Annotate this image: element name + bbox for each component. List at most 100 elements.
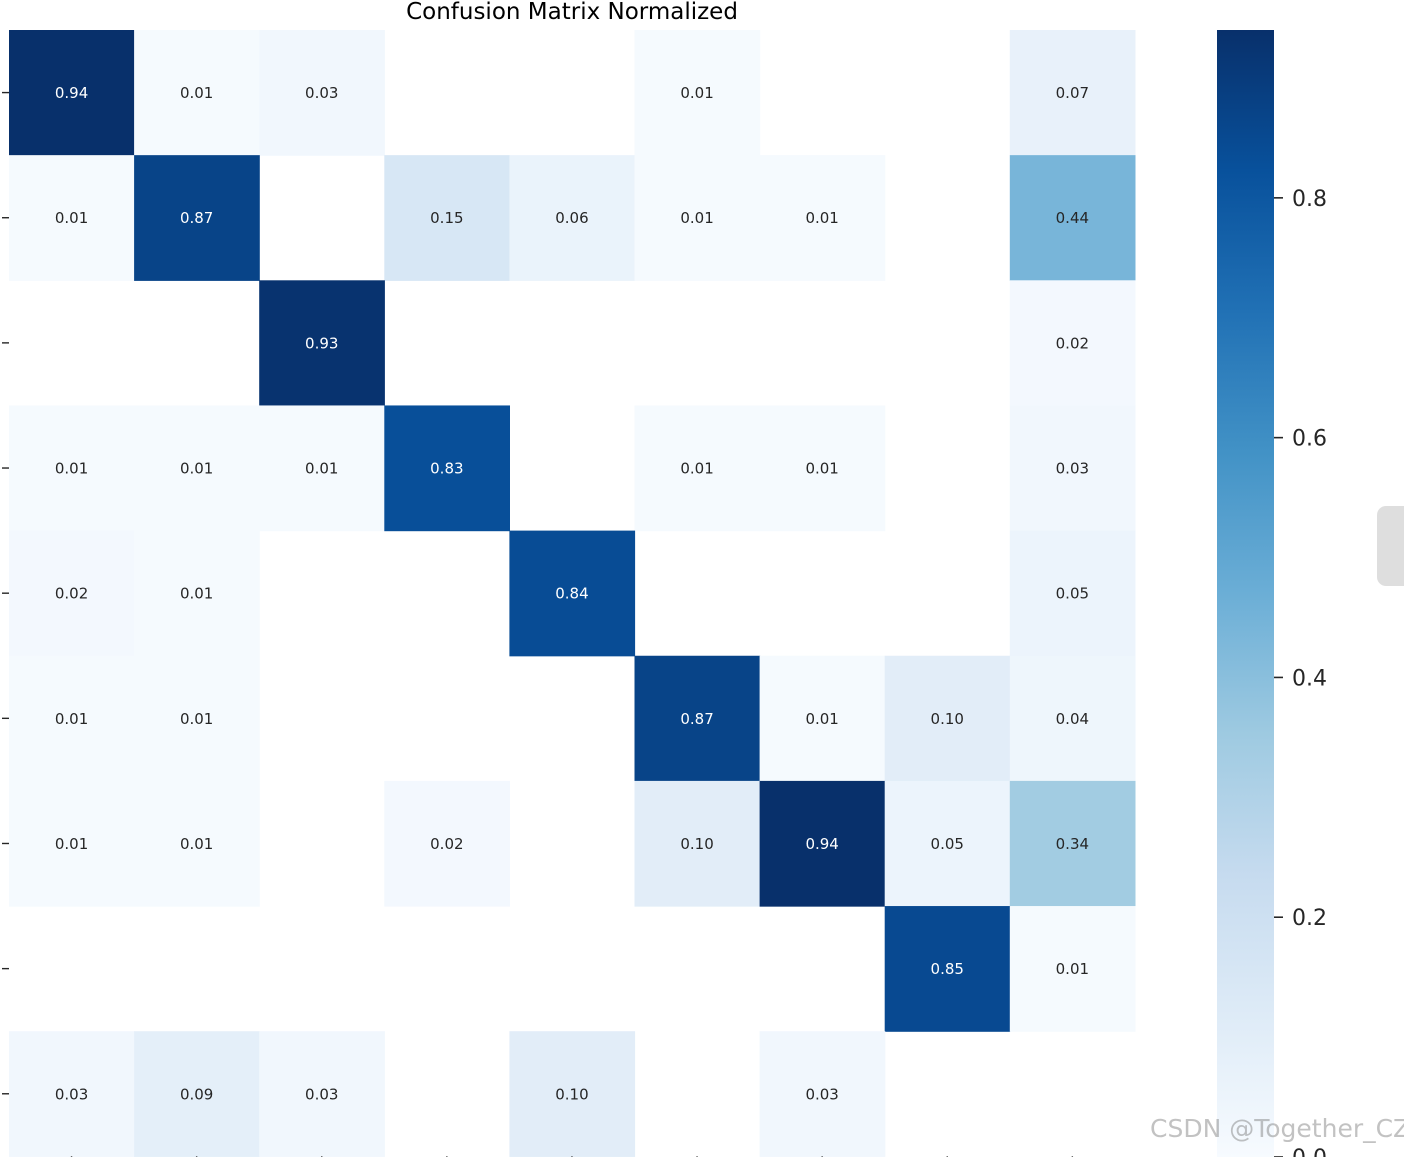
heatmap-cell	[134, 780, 260, 907]
cell-value-label: 0.34	[1056, 835, 1089, 853]
cell-value-label: 0.01	[55, 460, 88, 478]
cell-value-label: 0.01	[805, 460, 838, 478]
cell-value-label: 0.10	[931, 710, 964, 728]
heatmap-cell	[259, 1031, 385, 1157]
cell-value-label: 0.01	[180, 460, 213, 478]
heatmap-cell	[384, 405, 510, 532]
cell-value-label: 0.01	[805, 209, 838, 227]
cell-value-label: 0.03	[805, 1085, 838, 1103]
cell-value-label: 0.01	[55, 835, 88, 853]
colorbar-tick-label: 0.4	[1292, 666, 1327, 691]
heatmap-cell	[884, 906, 1011, 1032]
cell-value-label: 0.01	[305, 460, 338, 478]
watermark: CSDN @Together_CZ	[1150, 1114, 1404, 1143]
cell-value-label: 0.07	[1056, 84, 1089, 102]
heatmap-cell	[1009, 530, 1136, 657]
cell-value-label: 0.94	[805, 835, 838, 853]
heatmap-cell	[9, 1031, 135, 1157]
heatmap-cell	[884, 655, 1011, 782]
heatmap-cell	[134, 655, 260, 782]
cell-value-label: 0.03	[305, 1085, 338, 1103]
heatmap-cell	[759, 405, 886, 532]
heatmap-cell	[134, 30, 260, 156]
cell-value-label: 0.10	[555, 1085, 588, 1103]
cell-value-label: 0.83	[430, 460, 463, 478]
heatmap-cell	[259, 30, 385, 156]
heatmap-cell	[759, 655, 886, 782]
heatmap-cell	[759, 1031, 886, 1157]
heatmap-cell	[634, 30, 761, 156]
heatmap-cell	[9, 405, 135, 532]
cell-value-label: 0.01	[180, 84, 213, 102]
heatmap-cell	[134, 530, 260, 657]
cell-value-label: 0.02	[430, 835, 463, 853]
heatmap-cell	[1009, 280, 1136, 407]
heatmap-cell	[134, 405, 260, 532]
cell-value-label: 0.01	[55, 209, 88, 227]
cell-value-label: 0.85	[931, 960, 964, 978]
heatmap-cell	[634, 655, 761, 782]
heatmap-cell	[259, 280, 385, 407]
cell-value-label: 0.15	[430, 209, 463, 227]
colorbar-ticks: 0.0 0.2 0.4 0.6 0.8	[1274, 187, 1327, 1161]
colorbar-tick-label: 0.6	[1292, 427, 1327, 452]
cell-value-label: 0.10	[680, 835, 713, 853]
cell-value-label: 0.84	[555, 585, 588, 603]
cell-value-label: 0.05	[931, 835, 964, 853]
heatmap-cell	[509, 1031, 636, 1157]
heatmap-cell	[384, 155, 510, 281]
heatmap-cells	[9, 30, 1136, 1157]
colorbar-tick-label: 0.0	[1292, 1146, 1327, 1157]
cell-value-label: 0.03	[305, 84, 338, 102]
heatmap-cell	[1009, 155, 1136, 281]
cell-value-label: 0.02	[55, 585, 88, 603]
heatmap-cell	[9, 30, 135, 156]
cell-value-label: 0.01	[180, 585, 213, 603]
cell-value-label: 0.01	[680, 460, 713, 478]
heatmap-cell	[509, 530, 636, 657]
colorbar	[1217, 30, 1274, 1157]
heatmap-cell	[1009, 405, 1136, 532]
heatmap-cell	[9, 530, 135, 657]
heatmap-cell	[9, 780, 135, 907]
heatmap-cell	[759, 780, 886, 907]
heatmap-cell	[634, 405, 761, 532]
chart-title: Confusion Matrix Normalized	[406, 0, 738, 25]
heatmap-cell	[634, 780, 761, 907]
colorbar-tick-label: 0.2	[1292, 906, 1327, 931]
colorbar-tick-label: 0.8	[1292, 187, 1327, 212]
cell-value-label: 0.87	[180, 209, 213, 227]
heatmap-cell	[9, 155, 135, 281]
heatmap-cell	[1009, 780, 1136, 907]
cell-value-label: 0.01	[680, 84, 713, 102]
cell-value-label: 0.09	[180, 1085, 213, 1103]
heatmap-cell	[384, 780, 510, 907]
heatmap-cell-labels: 0.94 0.01 0.03 0.01 0.07 0.01 0.87 0.15 0.06 0.01…	[55, 84, 1089, 1103]
heatmap-cell	[1009, 906, 1136, 1032]
heatmap-cell	[1009, 655, 1136, 782]
heatmap-cell	[634, 155, 761, 281]
cell-value-label: 0.44	[1056, 209, 1089, 227]
heatmap-cell	[1009, 30, 1136, 156]
cell-value-label: 0.01	[805, 710, 838, 728]
side-scroll-tab[interactable]	[1377, 506, 1404, 586]
cell-value-label: 0.03	[55, 1085, 88, 1103]
cell-value-label: 0.02	[1056, 334, 1089, 352]
cell-value-label: 0.05	[1056, 585, 1089, 603]
cell-value-label: 0.03	[1056, 460, 1089, 478]
cell-value-label: 0.01	[1056, 960, 1089, 978]
heatmap-cell	[9, 655, 135, 782]
cell-value-label: 0.94	[55, 84, 88, 102]
heatmap-cell	[509, 155, 636, 281]
cell-value-label: 0.93	[305, 334, 338, 352]
heatmap-cell	[134, 155, 260, 281]
heatmap-cell	[759, 155, 886, 281]
heatmap-cell	[884, 780, 1011, 907]
cell-value-label: 0.06	[555, 209, 588, 227]
cell-value-label: 0.01	[680, 209, 713, 227]
heatmap-cell	[134, 1031, 260, 1157]
cell-value-label: 0.01	[180, 710, 213, 728]
cell-value-label: 0.87	[680, 710, 713, 728]
